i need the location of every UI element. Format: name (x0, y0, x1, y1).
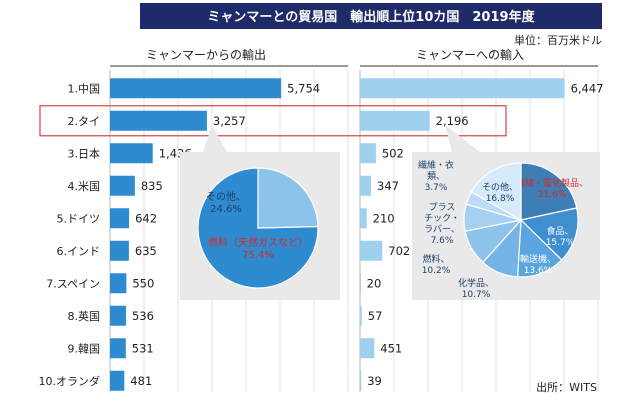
pie-label: 機械・電化製品、 (516, 177, 588, 189)
pie-pct-label: 3.7% (425, 183, 448, 193)
export-value-label: 5,754 (287, 81, 320, 95)
pie-pct-label: 21.6% (538, 190, 567, 200)
import-bar (360, 305, 362, 326)
category-label: 2.タイ (68, 115, 101, 128)
pie-label: チック・ (424, 213, 460, 224)
pie-label: 燃料、 (422, 253, 449, 265)
pie-label: プラス (429, 202, 456, 213)
export-value-label: 835 (141, 179, 163, 193)
export-value-label: 642 (135, 211, 157, 225)
import-value-label: 502 (382, 146, 404, 160)
export-value-label: 550 (132, 276, 154, 290)
import-value-label: 57 (368, 309, 383, 323)
import-bar (360, 338, 375, 359)
category-label: 6.インド (57, 245, 101, 258)
category-label: 8.英国 (68, 309, 101, 323)
pie-label: ラバー、 (424, 224, 460, 235)
export-callout-pointer (203, 124, 227, 152)
category-label: 4.米国 (68, 180, 101, 193)
export-bar (110, 143, 153, 164)
export-value-label: 3,257 (213, 114, 246, 128)
pie-pct-label: 7.6% (431, 236, 454, 246)
pie-label: その他、 (206, 190, 246, 203)
export-bar (110, 175, 135, 196)
export-bar (110, 110, 207, 131)
pie-slice (519, 207, 579, 261)
category-labels: 1.中国 2.タイ 3.日本 4.米国 5.ドイツ 6.インド 7.スペイン 8.英国 9.韓国… (39, 82, 101, 388)
export-bar (110, 370, 125, 391)
import-value-label: 39 (367, 374, 382, 388)
pie-pct-label: 16.8% (486, 194, 515, 204)
import-bar (360, 110, 430, 131)
pie-pct-label: 10.2% (422, 266, 451, 276)
pie-layer: 燃料（天然ガスなど）75.4%その他、24.6%機械・電化製品、21.6%食品、… (197, 159, 588, 300)
category-label: 5.ドイツ (57, 212, 101, 225)
export-bar (110, 240, 129, 261)
export-value-label: 635 (135, 244, 157, 258)
source-label: 出所：WITS (536, 380, 597, 394)
highlight-box (39, 105, 507, 137)
export-bar (110, 273, 127, 294)
import-value-label: 6,447 (571, 81, 604, 95)
category-label: 7.スペイン (46, 277, 100, 290)
import-bar (360, 240, 383, 261)
pie-pct-label: 15.7% (546, 238, 575, 248)
pie-label: 輸送機、 (520, 253, 556, 265)
export-bar (110, 78, 282, 99)
pie-slice (257, 167, 319, 229)
import-bar (360, 370, 362, 391)
pie-pct-label: 75.4% (242, 250, 274, 261)
pie-pct-label: 24.6% (210, 204, 242, 215)
category-label: 9.韓国 (68, 342, 101, 355)
import-value-label: 20 (367, 276, 382, 290)
import-panel-title: ミャンマーへの輸入 (416, 47, 524, 62)
pie-slice (470, 162, 522, 222)
unit-label: 単位：百万米ドル (514, 33, 602, 47)
pie-slice (520, 162, 578, 221)
pie-label: 食品、 (546, 225, 573, 237)
export-panel-title: ミャンマーからの輸出 (146, 47, 266, 62)
pie-pct-label: 10.7% (462, 290, 491, 300)
export-bar (110, 338, 126, 359)
import-value-label: 210 (373, 211, 395, 225)
import-bar (360, 175, 372, 196)
import-bar (360, 208, 367, 229)
pie-label: その他、 (482, 181, 518, 193)
import-bar (360, 143, 376, 164)
import-value-label: 347 (377, 179, 399, 193)
import-bar (360, 273, 361, 294)
pie-label: 化学品、 (458, 277, 494, 289)
pie-pct-label: 13.6% (524, 266, 553, 276)
pie-label: 繊維・衣 (418, 159, 454, 171)
export-bar (110, 208, 130, 229)
pie-label: 燃料（天然ガスなど） (208, 236, 308, 249)
category-label: 1.中国 (68, 82, 101, 95)
import-callout-pointer (445, 124, 480, 152)
import-value-label: 451 (380, 341, 402, 355)
bars-layer: 5,7543,2571,4368356426355505365314816,44… (110, 78, 604, 391)
category-label: 3.日本 (68, 146, 101, 160)
import-bar (360, 78, 565, 99)
title-bar (140, 3, 602, 29)
import-value-label: 2,196 (436, 114, 469, 128)
import-value-label: 702 (388, 244, 410, 258)
export-bar (110, 305, 126, 326)
chart-title: ミャンマーとの貿易国 輸出順上位10カ国 2019年度 (207, 9, 535, 25)
export-value-label: 536 (132, 309, 154, 323)
export-value-label: 481 (130, 374, 152, 388)
export-value-label: 531 (132, 341, 154, 355)
pie-label: 類、 (427, 171, 445, 182)
category-label: 10.オランダ (39, 374, 101, 388)
